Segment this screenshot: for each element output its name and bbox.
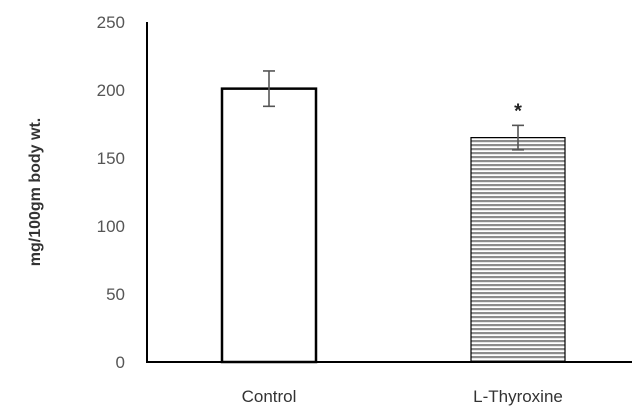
- x-category-label: Control: [242, 387, 297, 406]
- bar-control: [220, 87, 318, 364]
- y-tick-label: 200: [97, 81, 125, 100]
- error-bar: [512, 124, 524, 151]
- y-tick-label: 50: [106, 285, 125, 304]
- y-tick-label: 0: [116, 353, 125, 372]
- y-tick-label: 150: [97, 149, 125, 168]
- y-axis-title: mg/100gm body wt.: [27, 118, 44, 266]
- y-tick-label: 100: [97, 217, 125, 236]
- y-tick-label: 250: [97, 13, 125, 32]
- significance-marker: *: [514, 100, 522, 122]
- error-bar: [263, 70, 275, 108]
- bar-l-thyroxine: [470, 137, 566, 363]
- x-category-label: L-Thyroxine: [473, 387, 563, 406]
